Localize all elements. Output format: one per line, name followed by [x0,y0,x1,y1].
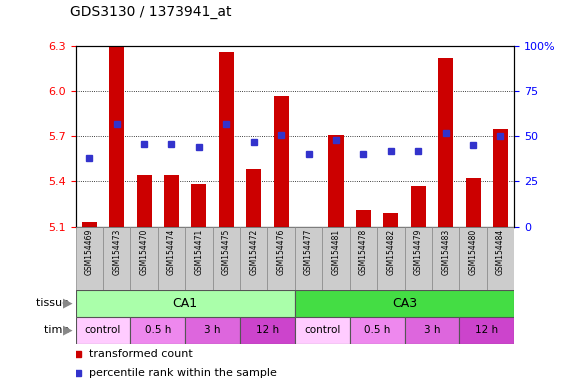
Bar [460,317,514,344]
Bar [432,227,460,292]
Bar [213,227,240,292]
Text: time: time [44,325,73,335]
Text: 3 h: 3 h [205,325,221,335]
Text: 12 h: 12 h [475,325,498,335]
Text: GSM154479: GSM154479 [414,228,423,275]
Bar [404,317,460,344]
Bar [350,227,377,292]
Text: GSM154473: GSM154473 [112,228,121,275]
Text: control: control [85,325,121,335]
Bar [295,227,322,292]
Bar [164,175,179,227]
Bar [82,222,97,227]
Text: control: control [304,325,340,335]
Text: 12 h: 12 h [256,325,279,335]
Text: 3 h: 3 h [424,325,440,335]
Text: GSM154470: GSM154470 [139,228,149,275]
Text: transformed count: transformed count [89,349,192,359]
Bar [137,175,152,227]
Bar [191,184,206,227]
Bar [158,227,185,292]
Text: GSM154474: GSM154474 [167,228,176,275]
Text: GSM154478: GSM154478 [359,228,368,275]
Bar [246,169,261,227]
Text: GSM154477: GSM154477 [304,228,313,275]
Text: GSM154483: GSM154483 [441,228,450,275]
Text: GDS3130 / 1373941_at: GDS3130 / 1373941_at [70,5,231,19]
Bar [350,317,404,344]
Text: 0.5 h: 0.5 h [145,325,171,335]
Bar [130,227,158,292]
Text: GSM154472: GSM154472 [249,228,258,275]
Text: 0.5 h: 0.5 h [364,325,390,335]
Bar [411,186,426,227]
Bar [322,227,350,292]
Text: GSM154471: GSM154471 [195,228,203,275]
Bar [76,290,295,317]
Bar [438,58,453,227]
Bar [295,317,350,344]
Bar [76,227,103,292]
Bar [219,52,234,227]
Text: GSM154481: GSM154481 [332,228,340,275]
Bar [274,96,289,227]
Text: ▶: ▶ [63,297,73,310]
Bar [404,227,432,292]
Bar [487,227,514,292]
Text: GSM154476: GSM154476 [277,228,286,275]
Bar [356,210,371,227]
Bar [465,179,480,227]
Text: GSM154475: GSM154475 [222,228,231,275]
Text: GSM154469: GSM154469 [85,228,94,275]
Bar [76,317,130,344]
Text: percentile rank within the sample: percentile rank within the sample [89,368,277,378]
Bar [460,227,487,292]
Bar [185,317,240,344]
Text: GSM154484: GSM154484 [496,228,505,275]
Bar [130,317,185,344]
Text: ▶: ▶ [63,324,73,337]
Bar [328,135,343,227]
Bar [240,317,295,344]
Bar [493,129,508,227]
Bar [103,227,130,292]
Text: tissue: tissue [36,298,73,308]
Bar [295,290,514,317]
Bar [185,227,213,292]
Text: CA3: CA3 [392,297,417,310]
Bar [267,227,295,292]
Text: CA1: CA1 [173,297,198,310]
Bar [240,227,267,292]
Text: GSM154482: GSM154482 [386,228,395,275]
Bar [377,227,404,292]
Text: GSM154480: GSM154480 [468,228,478,275]
Bar [383,213,399,227]
Bar [109,46,124,227]
